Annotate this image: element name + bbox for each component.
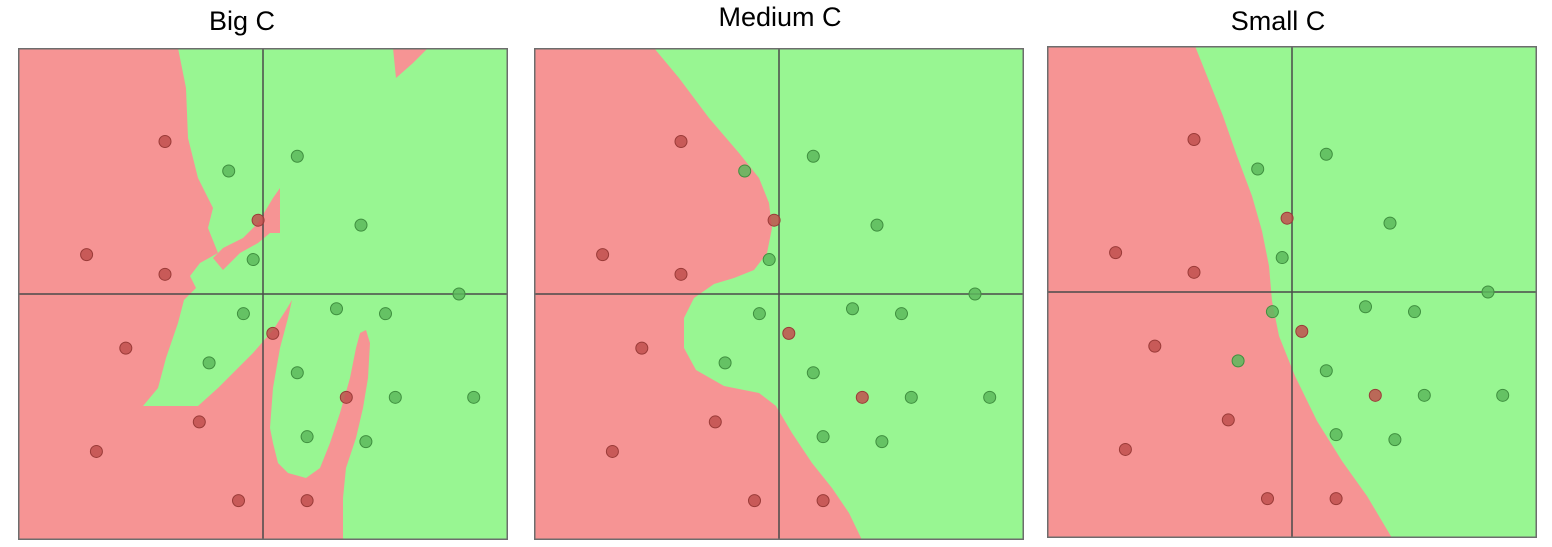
red-data-point (251, 213, 265, 227)
red-data-point (1368, 388, 1382, 402)
red-data-point (596, 248, 610, 262)
green-data-point (875, 435, 889, 449)
red-data-point (80, 248, 94, 262)
red-data-point (1261, 492, 1274, 506)
decision-boundary-plot-medium-c (534, 48, 1024, 540)
green-data-point (870, 218, 884, 232)
green-data-point (968, 287, 982, 301)
red-data-point (674, 134, 688, 148)
green-data-point (1481, 285, 1495, 299)
green-data-point (290, 366, 304, 380)
red-data-point (674, 267, 688, 281)
plot-frame (534, 48, 1024, 540)
green-data-point (290, 149, 304, 163)
green-data-point (1496, 388, 1510, 402)
green-data-point (806, 366, 820, 380)
green-data-point (388, 390, 402, 404)
red-data-point (339, 390, 353, 404)
red-data-point (767, 213, 781, 227)
red-data-point (605, 444, 619, 458)
red-data-point (158, 134, 172, 148)
green-data-point (330, 302, 343, 316)
red-data-point (748, 494, 761, 508)
green-data-point (1231, 354, 1245, 368)
green-data-point (738, 164, 752, 178)
plot-frame (18, 48, 508, 540)
green-data-point (1408, 305, 1421, 319)
green-data-point (1265, 305, 1279, 319)
green-data-point (1319, 364, 1333, 378)
green-data-point (1275, 251, 1289, 265)
green-data-point (983, 390, 997, 404)
green-data-point (379, 307, 392, 321)
decision-boundary-plot-big-c (18, 48, 508, 540)
red-data-point (1221, 413, 1235, 427)
red-data-point (1295, 324, 1309, 338)
chart-title: Medium C (718, 2, 842, 32)
green-data-point (236, 307, 250, 321)
green-data-point (222, 164, 236, 178)
red-data-point (782, 326, 796, 340)
green-data-point (846, 302, 859, 316)
green-data-point (1329, 428, 1343, 442)
red-data-point (1329, 492, 1343, 506)
red-data-point (708, 415, 722, 429)
red-data-point (1118, 442, 1132, 456)
green-data-point (467, 390, 481, 404)
green-data-point (816, 430, 830, 444)
green-data-point (359, 435, 373, 449)
green-data-point (246, 253, 260, 267)
red-data-point (232, 494, 245, 508)
green-data-point (1383, 216, 1397, 230)
red-data-point (300, 494, 314, 508)
red-data-point (266, 326, 280, 340)
red-data-point (119, 341, 133, 355)
chart-title: Big C (208, 6, 276, 36)
green-data-point (752, 307, 766, 321)
decision-boundary-plot-small-c (1047, 46, 1537, 538)
red-data-point (1187, 132, 1201, 146)
green-data-point (904, 390, 918, 404)
green-data-point (354, 218, 368, 232)
red-data-point (1148, 339, 1162, 353)
green-data-point (1359, 300, 1372, 314)
red-data-point (1280, 211, 1294, 225)
red-class-region (393, 48, 428, 78)
red-data-point (635, 341, 649, 355)
red-data-point (158, 267, 172, 281)
green-data-point (452, 287, 466, 301)
red-data-point (1187, 265, 1201, 279)
red-data-point (816, 494, 830, 508)
green-data-point (1251, 162, 1265, 176)
green-data-point (1388, 433, 1402, 447)
green-data-point (1417, 388, 1431, 402)
green-data-point (806, 149, 820, 163)
red-data-point (89, 444, 103, 458)
red-class-region (213, 188, 280, 270)
chart-title: Small C (1230, 6, 1326, 36)
red-data-point (1109, 246, 1123, 260)
green-data-point (1319, 147, 1333, 161)
red-class-region (18, 48, 370, 540)
red-data-point (192, 415, 206, 429)
green-data-point (718, 356, 732, 370)
green-data-point (202, 356, 216, 370)
red-data-point (855, 390, 869, 404)
green-data-point (895, 307, 908, 321)
green-data-point (762, 253, 776, 267)
plot-frame (1047, 46, 1537, 538)
green-data-point (300, 430, 314, 444)
